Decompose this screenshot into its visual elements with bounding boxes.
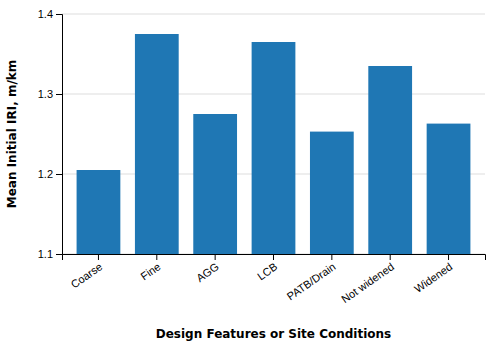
tick-label: Fine (138, 260, 162, 282)
tick-mark (215, 254, 216, 260)
tick: Fine (138, 254, 162, 282)
tick: Coarse (68, 254, 104, 290)
tick-label: AGG (194, 260, 221, 284)
grid-line (62, 14, 485, 15)
tick-mark (448, 254, 449, 260)
tick-label: 1.2 (38, 168, 53, 180)
tick-label: Not widened (339, 260, 396, 305)
tick-label: Coarse (68, 260, 104, 290)
tick-label: Widened (412, 260, 454, 295)
tick-mark (56, 14, 62, 15)
bar (193, 114, 237, 254)
chart-container: 1.1 1.2 1.3 1.4 Coarse Fine AGG LCB PATB/DrainNo… (0, 0, 501, 346)
tick: Not widened (339, 254, 396, 305)
bar (77, 170, 121, 254)
tick: AGG (194, 254, 221, 284)
bar (368, 66, 412, 254)
y-axis-title: Mean Initial IRI, m/km (5, 60, 19, 209)
bar (310, 132, 354, 254)
tick-mark (390, 254, 391, 260)
tick-label: LCB (255, 260, 279, 282)
tick: Widened (412, 254, 454, 295)
grid (62, 14, 485, 254)
bar (427, 124, 471, 254)
tick: PATB/Drain (285, 254, 338, 302)
tick-label: PATB/Drain (285, 260, 338, 302)
x-axis: Coarse Fine AGG LCB PATB/DrainNot widened Wid… (63, 254, 486, 305)
axis-line (56, 15, 63, 255)
tick-mark (156, 254, 157, 260)
tick: LCB (255, 254, 279, 282)
tick-label: 1.4 (38, 8, 53, 20)
tick-label: 1.3 (38, 88, 53, 100)
bar (135, 34, 179, 254)
x-axis-title: Design Features or Site Conditions (156, 327, 392, 341)
bar (252, 42, 296, 254)
tick-mark (56, 254, 62, 255)
tick: 1.3 (38, 88, 62, 100)
tick: 1.1 (38, 248, 62, 260)
y-axis: 1.1 1.2 1.3 1.4 (38, 8, 63, 260)
tick-label: 1.1 (38, 248, 53, 260)
chart-svg: 1.1 1.2 1.3 1.4 Coarse Fine AGG LCB PATB/DrainNo… (0, 0, 501, 346)
tick-mark (331, 254, 332, 260)
tick-mark (273, 254, 274, 260)
tick-mark (98, 254, 99, 260)
tick-mark (56, 174, 62, 175)
plot: 1.1 1.2 1.3 1.4 Coarse Fine AGG LCB PATB/DrainNo… (38, 8, 486, 305)
axis-line (63, 255, 486, 261)
tick: 1.4 (38, 8, 62, 20)
bars (77, 34, 471, 254)
tick: 1.2 (38, 168, 62, 180)
tick-mark (56, 94, 62, 95)
